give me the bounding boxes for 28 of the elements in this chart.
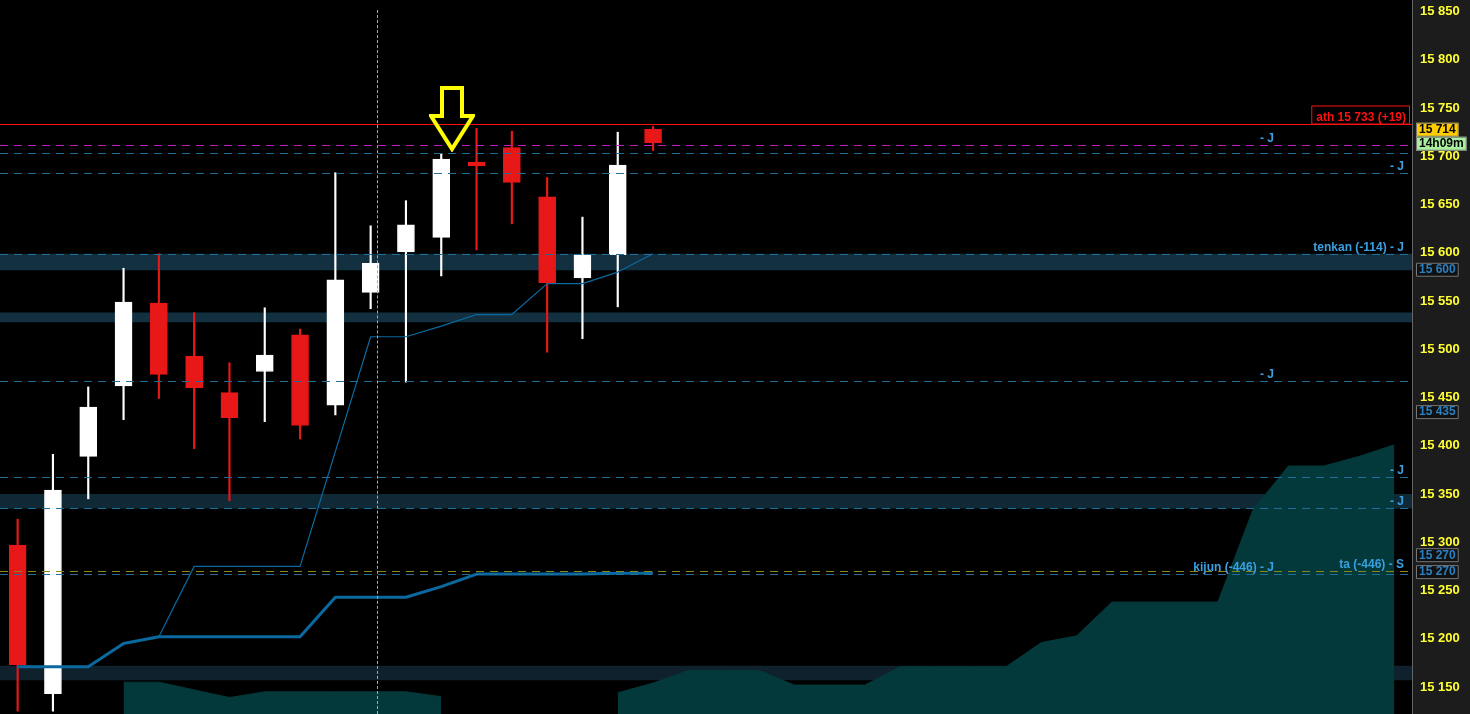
y-tick-label: 15 750	[1420, 99, 1460, 115]
y-tick-label: 15 850	[1420, 3, 1460, 19]
y-tick-label: 15 200	[1420, 630, 1460, 646]
y-tick-label: 15 500	[1420, 340, 1460, 356]
y-tick-label: 15 250	[1420, 582, 1460, 598]
text: 15 714	[1419, 122, 1457, 137]
text: 15 270	[1419, 564, 1457, 579]
y-tick-label: 15 350	[1420, 485, 1460, 501]
ref-line-label: - J	[1260, 130, 1275, 145]
ref-line-label: ta (-446) - S	[1339, 556, 1405, 571]
y-tick-label: 15 300	[1420, 533, 1460, 549]
text: 15 435	[1419, 404, 1457, 419]
text: 15 270	[1419, 547, 1457, 562]
ref-line-label: - J	[1390, 462, 1405, 477]
y-tick-label: 15 400	[1420, 437, 1460, 453]
ref-line-label: ath 15 733 (+19)	[1316, 109, 1406, 124]
y-tick-label: 15 550	[1420, 292, 1460, 308]
ref-line-label: - J	[1260, 366, 1275, 381]
ref-line-label: - J	[1390, 158, 1405, 173]
ref-line-label: tenkan (-114) - J	[1313, 239, 1405, 254]
y-tick-label: 15 650	[1420, 196, 1460, 212]
ref-line-label: kijun (-446) - J	[1193, 559, 1274, 574]
y-tick-label: 15 150	[1420, 678, 1460, 694]
text: 14h09m	[1419, 136, 1464, 151]
y-tick-label: 15 800	[1420, 51, 1460, 67]
y-tick-label: 15 450	[1420, 389, 1460, 405]
y-tick-label: 15 600	[1420, 244, 1460, 260]
ref-line-label: - J	[1390, 493, 1405, 508]
